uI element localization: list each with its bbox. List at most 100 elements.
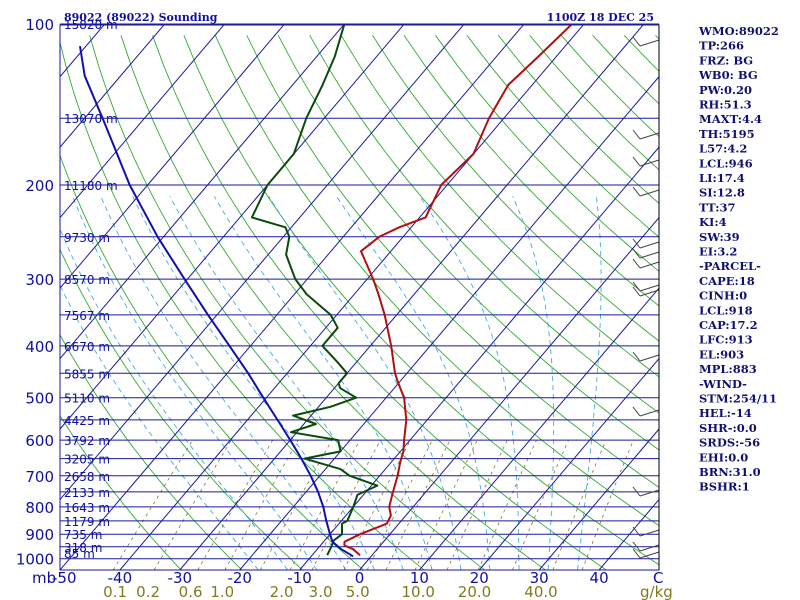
dry-adiabat (60, 333, 243, 570)
temp-tick-label: -20 (227, 569, 252, 587)
valid-time: 1100Z 18 DEC 25 (547, 11, 654, 24)
dry-adiabat (89, 35, 486, 570)
parcel-trace (79, 45, 354, 558)
index-item: BRN:31.0 (699, 465, 761, 479)
isobars (60, 23, 659, 560)
pressure-tick-label: 800 (25, 499, 54, 517)
temp-tick-label: 0 (355, 569, 365, 587)
height-label: 6670 m (64, 340, 110, 354)
temp-tick-label: -40 (108, 569, 133, 587)
index-item: MPL:883 (699, 362, 757, 376)
isotherm (239, 75, 659, 570)
mixing-ratio-tick-label: 0.1 (103, 583, 127, 600)
index-item: CAP:17.2 (699, 318, 758, 332)
isotherm (419, 287, 659, 570)
dry-adiabat (60, 40, 425, 570)
isotherm (60, 25, 285, 289)
wind-barbs (632, 36, 660, 559)
moist-adiabat (419, 196, 520, 570)
wind-barb (639, 551, 660, 559)
station-title: 89022 (89022) Sounding (64, 11, 218, 24)
mixing-ratio-tick-label: 3.0 (309, 583, 333, 600)
isotherm (299, 146, 659, 570)
wind-barb (639, 284, 660, 292)
dry-adiabats (60, 34, 659, 570)
height-label: 2658 m (64, 470, 110, 484)
dry-adiabat (214, 35, 659, 527)
index-item: SI:12.8 (699, 186, 745, 200)
mixing-ratio-tick-label: 20.0 (458, 583, 491, 600)
dry-adiabat (60, 154, 364, 570)
moist-adiabat (336, 196, 491, 570)
wind-barb (639, 409, 660, 417)
index-item: SRDS:-56 (699, 436, 760, 450)
pressure-tick-label: 400 (25, 338, 54, 356)
dry-adiabat (152, 35, 607, 570)
index-item: EI:3.2 (699, 245, 737, 259)
height-label: 11180 m (64, 179, 118, 193)
isotherm (60, 25, 225, 219)
isotherm (60, 25, 405, 430)
pressure-tick-label: 300 (25, 271, 54, 289)
temp-tick-label: -50 (52, 569, 77, 587)
index-item: TH:5195 (699, 127, 755, 141)
dry-adiabat (183, 35, 659, 566)
pressure-tick-label: 200 (25, 177, 54, 195)
index-item: FRZ: BG (699, 53, 753, 67)
index-item: MAXT:4.4 (699, 112, 762, 126)
pressure-tick-label: 500 (25, 390, 54, 408)
index-item: -PARCEL- (699, 259, 761, 273)
height-label: 3205 m (64, 453, 110, 467)
temp-tick-label: 40 (590, 569, 609, 587)
wind-barb-flag (632, 186, 641, 197)
isotherms (60, 25, 659, 570)
index-item: TP:266 (699, 39, 744, 53)
temperature-trace (343, 25, 573, 556)
index-item: -WIND- (699, 377, 747, 391)
isotherm (119, 25, 584, 570)
dry-adiabat (60, 414, 182, 570)
dry-adiabat (372, 35, 659, 342)
height-label: 3792 m (64, 434, 110, 448)
mixing-ratio-tick-label: 2.0 (270, 583, 294, 600)
mixing-ratio-line (581, 439, 634, 570)
temp-tick-label: 20 (470, 569, 489, 587)
pressure-axis-label: mb (32, 569, 56, 587)
mixing-ratio-tick-label: 0.6 (179, 583, 203, 600)
pressure-tick-label: 1000 (16, 551, 54, 569)
wind-barb (639, 354, 660, 362)
wind-barb (639, 39, 660, 47)
wind-barb-flag (632, 156, 641, 167)
index-item: KI:4 (699, 215, 727, 229)
wind-barb-flag (632, 351, 641, 362)
dry-adiabat (60, 248, 303, 570)
dewpoint-trace (250, 25, 379, 556)
mixing-ratio-tick-label: 5.0 (346, 583, 370, 600)
wind-barb (639, 489, 660, 497)
height-label: 5110 m (64, 392, 110, 406)
height-label: 4425 m (64, 414, 110, 428)
wind-barb-flag (632, 548, 641, 559)
pressure-tick-label: 700 (25, 468, 54, 486)
index-item: LCL:946 (699, 156, 753, 170)
sounding-traces (79, 25, 573, 558)
height-label: 7567 m (64, 309, 110, 323)
dry-adiabat (435, 35, 659, 272)
wind-barb-flag (632, 36, 641, 47)
wind-barb (639, 241, 660, 249)
wind-barb (639, 261, 660, 269)
index-item: BSHR:1 (699, 480, 750, 494)
pressure-tick-label: 600 (25, 432, 54, 450)
pressure-tick-label: 100 (25, 16, 54, 34)
height-label: 85 m (64, 547, 95, 561)
height-label: 2133 m (64, 486, 110, 500)
height-label: 15820 m (64, 18, 118, 32)
height-label: 9730 m (64, 231, 110, 245)
height-label: 8570 m (64, 273, 110, 287)
isotherm (60, 25, 165, 148)
dry-adiabat (340, 35, 659, 378)
isotherm (538, 428, 659, 570)
wind-barb (639, 529, 660, 537)
